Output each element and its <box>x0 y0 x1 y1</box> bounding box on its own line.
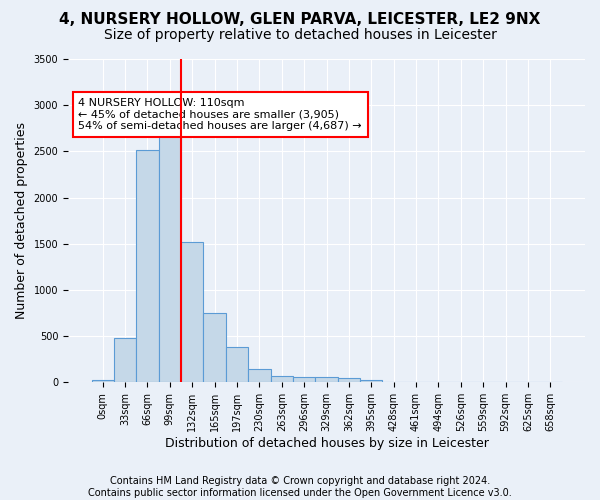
Bar <box>92 380 114 382</box>
Bar <box>338 378 360 382</box>
X-axis label: Distribution of detached houses by size in Leicester: Distribution of detached houses by size … <box>164 437 488 450</box>
Bar <box>316 378 338 382</box>
Bar <box>248 370 271 382</box>
Bar <box>271 376 293 382</box>
Bar <box>293 378 316 382</box>
Text: 4, NURSERY HOLLOW, GLEN PARVA, LEICESTER, LE2 9NX: 4, NURSERY HOLLOW, GLEN PARVA, LEICESTER… <box>59 12 541 28</box>
Bar <box>114 338 136 382</box>
Text: Size of property relative to detached houses in Leicester: Size of property relative to detached ho… <box>104 28 496 42</box>
Y-axis label: Number of detached properties: Number of detached properties <box>15 122 28 319</box>
Text: Contains HM Land Registry data © Crown copyright and database right 2024.
Contai: Contains HM Land Registry data © Crown c… <box>88 476 512 498</box>
Text: 4 NURSERY HOLLOW: 110sqm
← 45% of detached houses are smaller (3,905)
54% of sem: 4 NURSERY HOLLOW: 110sqm ← 45% of detach… <box>79 98 362 131</box>
Bar <box>360 380 382 382</box>
Bar <box>158 122 181 382</box>
Bar <box>203 313 226 382</box>
Bar <box>136 150 158 382</box>
Bar <box>181 242 203 382</box>
Bar <box>226 347 248 382</box>
